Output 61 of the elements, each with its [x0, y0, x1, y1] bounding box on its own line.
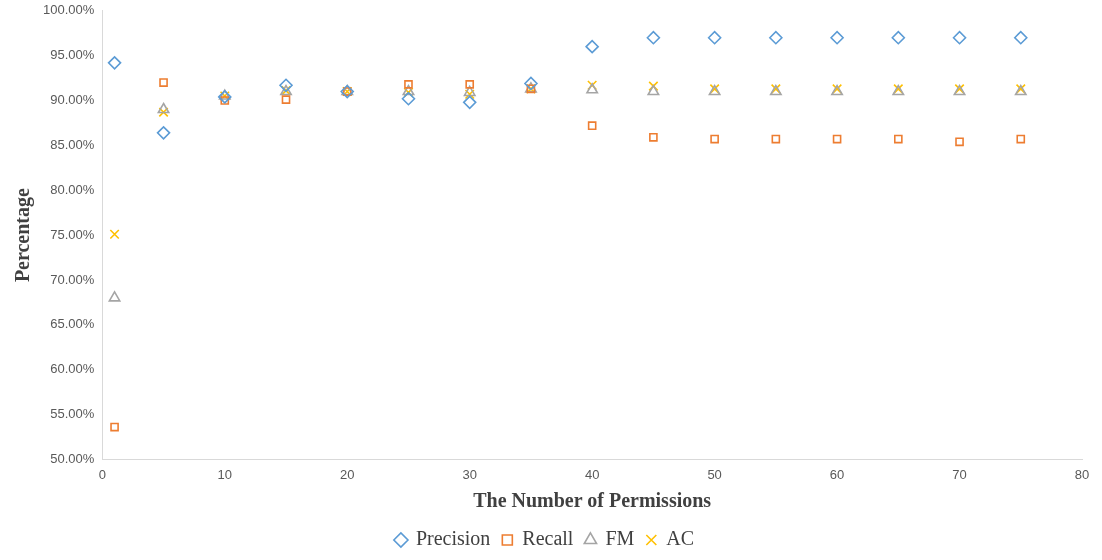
point: [464, 89, 475, 100]
x-tick-label: 60: [829, 466, 845, 482]
point: [955, 137, 964, 147]
point: [649, 132, 658, 142]
x-tick-label: 70: [952, 466, 967, 482]
legend-label: FM: [605, 527, 635, 550]
y-tick-label: 90.00%: [50, 92, 95, 108]
point: [771, 134, 781, 144]
point: [1016, 134, 1026, 144]
point: [769, 30, 783, 45]
point: [404, 80, 413, 89]
y-tick-label: 95.00%: [50, 47, 95, 63]
legend-label: Recall: [522, 527, 574, 550]
point: [462, 95, 477, 110]
point: [710, 134, 719, 144]
point: [279, 78, 293, 93]
point: [401, 91, 416, 106]
point: [158, 107, 169, 118]
x-tick-label: 50: [707, 466, 722, 482]
point: [952, 30, 967, 45]
point: [893, 134, 903, 144]
y-tick-label: 80.00%: [50, 181, 95, 197]
point: [832, 134, 842, 144]
point: [107, 56, 122, 70]
point: [1013, 30, 1028, 45]
y-tick-label: 55.00%: [50, 406, 95, 422]
point: [648, 81, 659, 92]
y-tick-label: 100.00%: [42, 2, 95, 18]
x-axis-title: The Number of Permissions: [473, 489, 712, 512]
x-tick-label: 80: [1074, 466, 1090, 482]
point: [108, 291, 121, 302]
point: [647, 84, 660, 96]
point: [524, 76, 538, 91]
point: [109, 229, 120, 240]
x-tick-label: 40: [584, 466, 600, 482]
y-axis-title: Percentage: [11, 187, 35, 283]
point: [707, 30, 722, 45]
y-tick-label: 70.00%: [50, 271, 95, 287]
point: [587, 121, 597, 130]
point: [156, 126, 171, 140]
legend-label: AC: [666, 527, 695, 550]
y-tick-label: 50.00%: [50, 450, 95, 466]
y-tick-label: 65.00%: [50, 316, 95, 332]
legend-label: Precision: [415, 527, 491, 550]
point: [585, 39, 599, 54]
point: [159, 78, 168, 87]
x-tick-label: 20: [340, 466, 355, 482]
point: [281, 95, 291, 104]
y-tick-label: 75.00%: [50, 226, 95, 242]
point: [646, 30, 661, 45]
x-tick-label: 10: [217, 466, 233, 482]
y-tick-label: 60.00%: [50, 361, 95, 377]
point: [463, 85, 476, 97]
point: [465, 80, 475, 89]
x-tick-label: 0: [98, 466, 106, 482]
point: [891, 30, 906, 45]
x-tick-label: 30: [462, 466, 477, 482]
point: [830, 30, 844, 45]
point: [110, 422, 119, 432]
y-tick-label: 85.00%: [50, 136, 95, 152]
point: [157, 102, 170, 114]
